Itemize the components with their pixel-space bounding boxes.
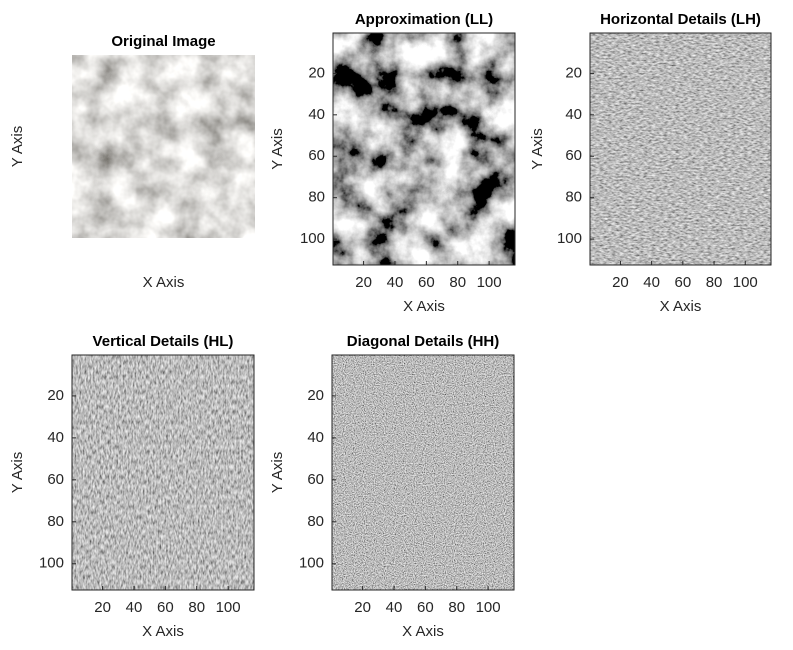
y-tick-label: 100 — [39, 555, 64, 572]
y-tick-label: 60 — [308, 147, 325, 164]
x-tick-label: 60 — [674, 274, 691, 291]
y-tick-label: 20 — [307, 387, 324, 404]
image — [333, 33, 515, 265]
figure: Original Image X Axis Y Axis Approximation … — [0, 0, 793, 650]
x-tick-label: 60 — [157, 599, 174, 616]
x-tick-label: 40 — [387, 274, 404, 291]
x-axis-label: X Axis — [402, 623, 444, 640]
y-tick-label: 100 — [557, 230, 582, 247]
y-tick-label: 20 — [308, 64, 325, 81]
y-tick-label: 40 — [307, 429, 324, 446]
x-axis-label: X Axis — [403, 298, 445, 315]
x-axis-label: X Axis — [143, 274, 185, 291]
y-tick-label: 80 — [307, 513, 324, 530]
x-tick-label: 80 — [448, 599, 465, 616]
y-tick-label: 100 — [299, 555, 324, 572]
x-tick-label: 40 — [126, 599, 143, 616]
x-tick-label: 20 — [612, 274, 629, 291]
y-tick-label: 80 — [308, 189, 325, 206]
x-tick-label: 20 — [355, 274, 372, 291]
image — [72, 55, 255, 238]
x-tick-label: 40 — [643, 274, 660, 291]
x-tick-label: 60 — [417, 599, 434, 616]
y-tick-label: 80 — [565, 189, 582, 206]
x-tick-label: 20 — [354, 599, 371, 616]
x-tick-label: 40 — [386, 599, 403, 616]
y-axis-label: Y Axis — [529, 128, 546, 169]
image — [332, 355, 514, 590]
y-axis-label: Y Axis — [9, 452, 26, 493]
x-tick-label: 100 — [216, 599, 241, 616]
y-tick-label: 80 — [47, 513, 64, 530]
y-axis-label: Y Axis — [269, 128, 286, 169]
y-tick-label: 60 — [565, 147, 582, 164]
subplot-title: Diagonal Details (HH) — [347, 333, 500, 350]
y-tick-label: 60 — [47, 471, 64, 488]
y-tick-label: 20 — [565, 64, 582, 81]
x-tick-label: 20 — [94, 599, 111, 616]
subplot-title: Original Image — [111, 33, 215, 50]
x-tick-label: 60 — [418, 274, 435, 291]
x-tick-label: 100 — [476, 599, 501, 616]
image — [590, 33, 771, 265]
subplot-title: Vertical Details (HL) — [93, 333, 234, 350]
x-axis-label: X Axis — [660, 298, 702, 315]
subplot-title: Horizontal Details (LH) — [600, 11, 761, 28]
subplot-title: Approximation (LL) — [355, 11, 493, 28]
x-tick-label: 80 — [706, 274, 723, 291]
y-tick-label: 20 — [47, 387, 64, 404]
image — [72, 355, 254, 590]
x-tick-label: 80 — [188, 599, 205, 616]
x-axis-label: X Axis — [142, 623, 184, 640]
y-tick-label: 100 — [300, 230, 325, 247]
x-tick-label: 80 — [449, 274, 466, 291]
y-tick-label: 40 — [565, 106, 582, 123]
x-tick-label: 100 — [733, 274, 758, 291]
y-tick-label: 60 — [307, 471, 324, 488]
y-axis-label: Y Axis — [9, 126, 26, 167]
y-axis-label: Y Axis — [269, 452, 286, 493]
y-tick-label: 40 — [308, 106, 325, 123]
x-tick-label: 100 — [477, 274, 502, 291]
y-tick-label: 40 — [47, 429, 64, 446]
